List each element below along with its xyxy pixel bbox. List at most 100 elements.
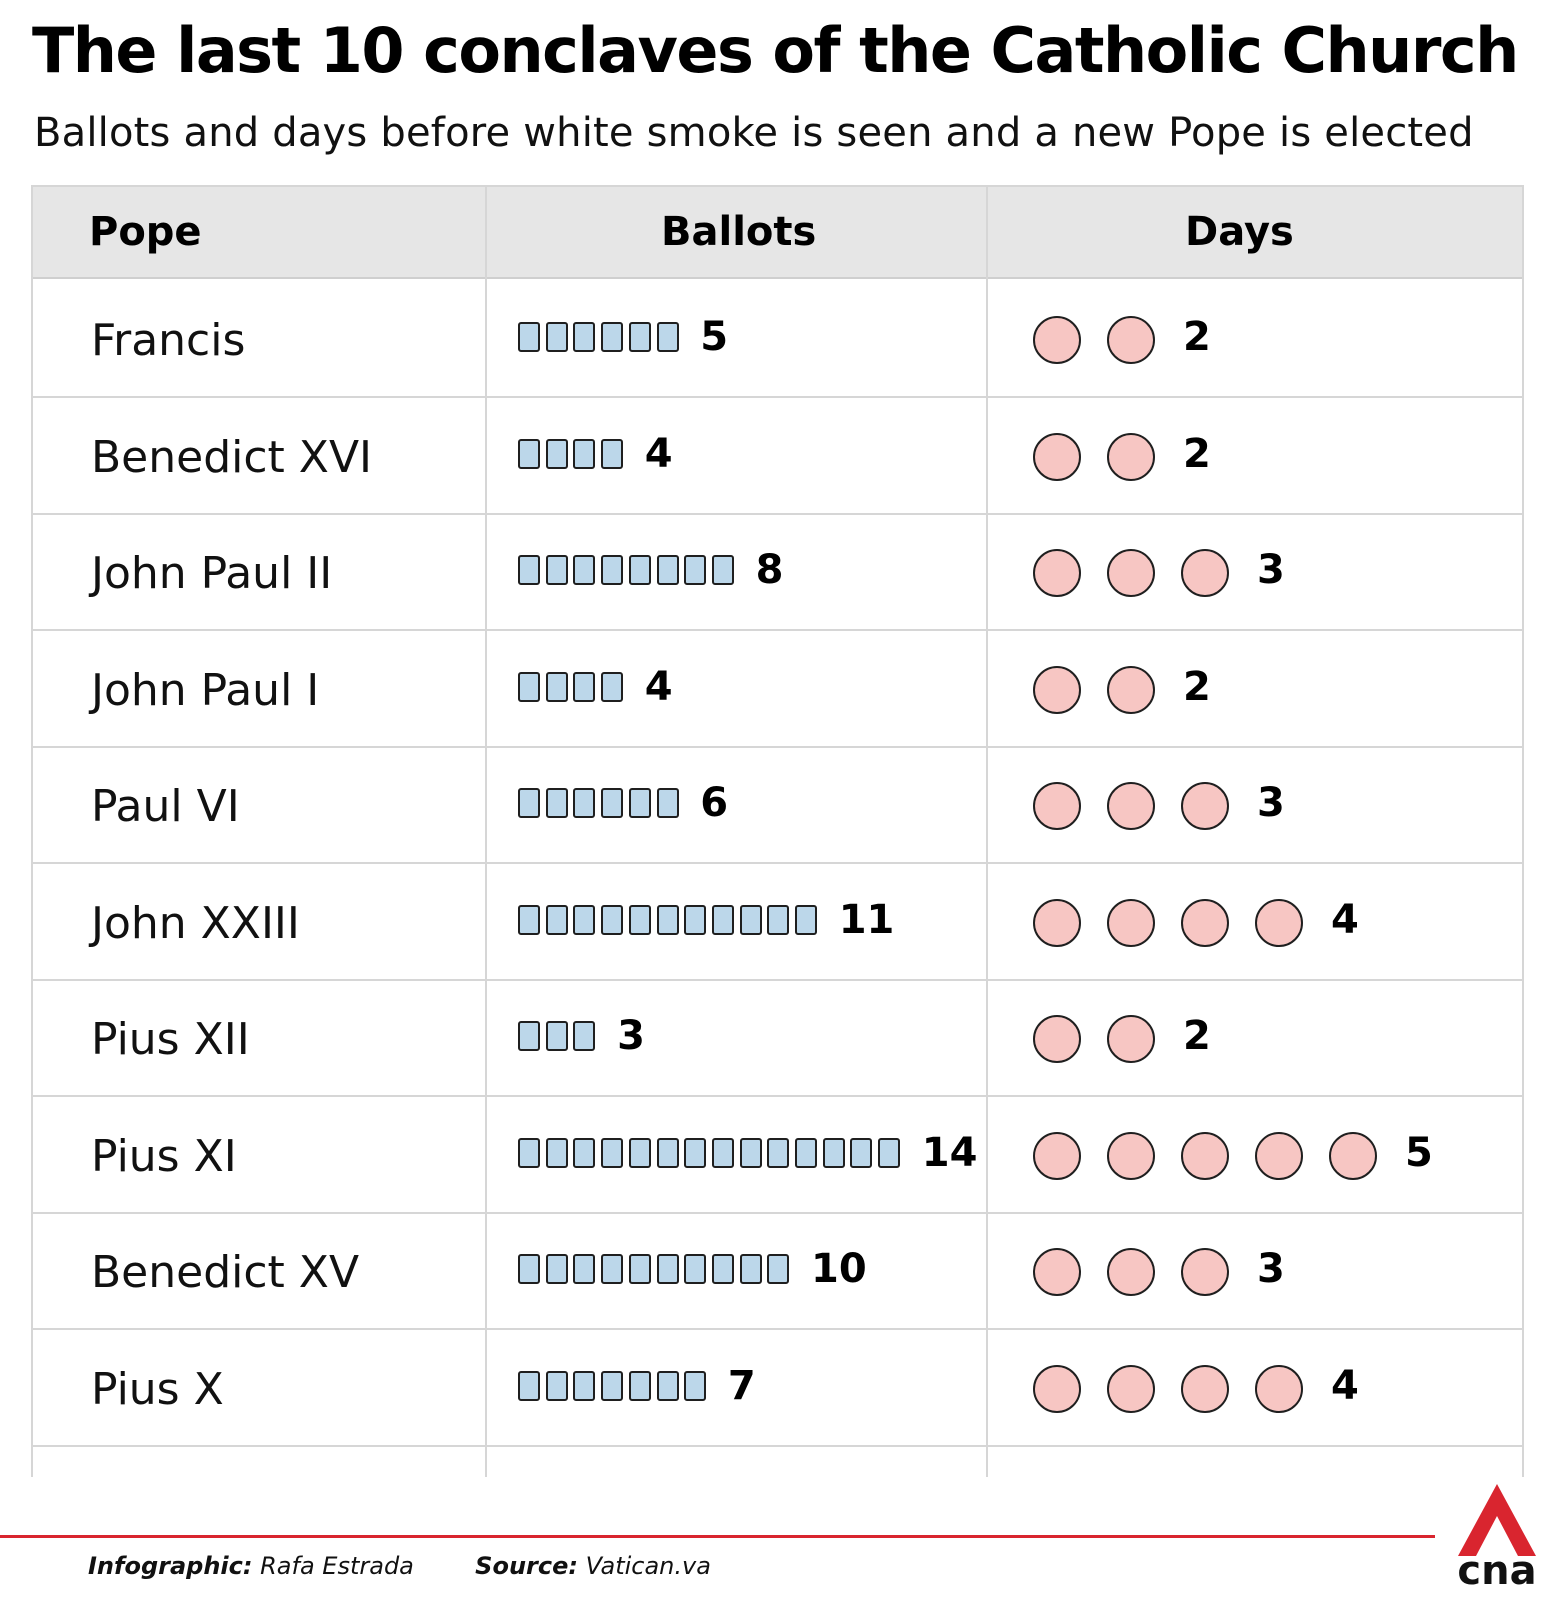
pope-name: John Paul I	[91, 664, 320, 716]
ballot-icon	[628, 1254, 651, 1284]
days-cell: 3	[1033, 745, 1523, 862]
infographic-author: Rafa Estrada	[260, 1552, 414, 1580]
table-row: Benedict XVI 4 2	[33, 396, 1522, 515]
ballot-icon	[545, 1137, 568, 1168]
table-row: Pius X 7 4	[33, 1328, 1522, 1447]
day-circle-icon	[1107, 665, 1155, 714]
pope-name: Paul VI	[91, 781, 240, 832]
ballot-icon	[684, 1137, 707, 1168]
ballot-icon	[628, 788, 651, 818]
ballots-cell: 8	[518, 512, 1018, 629]
ballots-value: 7	[727, 1362, 756, 1409]
footer-rule	[0, 1535, 1435, 1538]
day-circle-icon	[1107, 1015, 1155, 1063]
ballots-value: 11	[838, 896, 895, 943]
day-circle-icon	[1107, 782, 1155, 830]
days-value: 3	[1257, 1246, 1285, 1292]
cna-logo-icon: cna	[1457, 1484, 1537, 1590]
ballot-icon	[822, 1137, 845, 1168]
column-header-ballots: Ballots	[661, 209, 817, 255]
pope-name: Francis	[91, 315, 246, 366]
ballot-icon	[656, 555, 679, 585]
ballots-cell: 3	[518, 978, 1018, 1095]
ballot-icon	[628, 904, 651, 935]
table-row: Benedict XV 10 3	[33, 1211, 1522, 1330]
day-circle-icon	[1033, 1248, 1081, 1296]
ballot-icon	[767, 904, 790, 935]
ballot-icon	[518, 671, 540, 702]
days-value: 4	[1331, 1362, 1359, 1409]
table-header: Pope Ballots Days	[33, 187, 1522, 279]
ballot-icon	[628, 1137, 651, 1168]
pope-name: Pius XII	[91, 1014, 250, 1065]
pope-name: Pius X	[91, 1363, 224, 1415]
ballot-icon	[545, 904, 568, 935]
days-value: 2	[1183, 314, 1211, 360]
ballot-icon	[518, 322, 540, 352]
column-header-pope: Pope	[89, 209, 202, 255]
day-circle-icon	[1181, 782, 1229, 830]
day-circle-icon	[1329, 1131, 1377, 1180]
day-circle-icon	[1107, 316, 1155, 364]
ballot-icon	[545, 438, 568, 469]
day-circle-icon	[1255, 1364, 1303, 1413]
days-cell: 2	[1033, 629, 1523, 746]
pope-name: Benedict XVI	[91, 431, 373, 483]
day-circle-icon	[1255, 1131, 1303, 1180]
days-value: 2	[1183, 663, 1211, 710]
day-circle-icon	[1033, 1131, 1081, 1180]
ballot-icon	[518, 1370, 540, 1401]
ballot-icon	[739, 1137, 762, 1168]
ballot-icon	[684, 1370, 707, 1401]
ballot-icon	[656, 788, 679, 818]
ballot-icon	[601, 788, 624, 818]
ballot-icon	[545, 1370, 568, 1401]
table-row: John XXIII 11 4	[33, 862, 1522, 981]
table-row: John Paul II 8 3	[33, 512, 1522, 631]
days-value: 2	[1183, 1013, 1211, 1059]
ballot-icon	[573, 1254, 596, 1284]
ballot-icon	[573, 1021, 596, 1051]
ballot-icon	[573, 1370, 596, 1401]
ballots-value: 3	[617, 1013, 645, 1059]
ballots-value: 8	[755, 547, 784, 593]
conclave-table: Pope Ballots Days Francis 5 2 Benedict XVI 4…	[31, 185, 1524, 1477]
pope-name: Pius XI	[91, 1130, 237, 1182]
ballots-value: 4	[644, 430, 673, 477]
days-value: 2	[1183, 430, 1211, 477]
ballot-icon	[545, 671, 568, 702]
day-circle-icon	[1181, 1364, 1229, 1413]
ballot-icon	[518, 438, 540, 469]
ballots-value: 5	[700, 314, 729, 360]
ballot-icon	[656, 904, 679, 935]
ballots-cell: 11	[518, 862, 1018, 979]
ballot-icon	[601, 322, 624, 352]
day-circle-icon	[1033, 665, 1081, 714]
ballot-icon	[573, 904, 596, 935]
ballot-icon	[545, 322, 568, 352]
day-circle-icon	[1107, 549, 1155, 597]
days-cell: 3	[1033, 512, 1523, 629]
ballots-cell: 7	[518, 1328, 1018, 1445]
ballot-icon	[601, 438, 624, 469]
days-cell: 4	[1033, 862, 1523, 979]
ballot-icon	[518, 1137, 540, 1168]
ballot-icon	[656, 1254, 679, 1284]
source-label: Source:	[475, 1552, 578, 1580]
day-circle-icon	[1033, 898, 1081, 947]
ballot-icon	[628, 555, 651, 585]
day-circle-icon	[1255, 898, 1303, 947]
ballot-icon	[711, 1137, 734, 1168]
infographic-label: Infographic:	[88, 1552, 253, 1580]
day-circle-icon	[1181, 898, 1229, 947]
ballot-icon	[601, 1137, 624, 1168]
ballot-icon	[573, 671, 596, 702]
ballot-icon	[573, 555, 596, 585]
ballot-icon	[601, 1254, 624, 1284]
ballot-icon	[628, 1370, 651, 1401]
ballot-icon	[767, 1137, 790, 1168]
ballot-icon	[545, 1254, 568, 1284]
ballot-icon	[656, 1370, 679, 1401]
ballot-icon	[795, 1137, 817, 1168]
ballot-icon	[601, 1370, 624, 1401]
